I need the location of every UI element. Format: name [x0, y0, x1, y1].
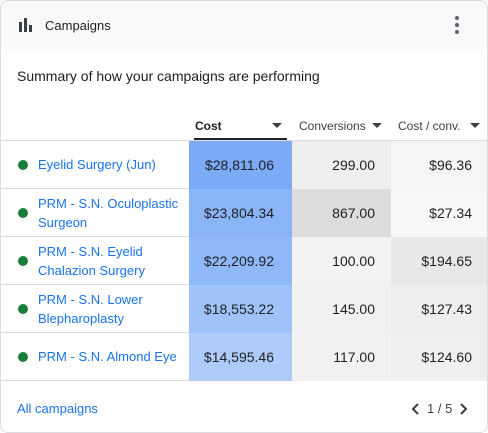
- sort-arrow-icon: [272, 123, 282, 128]
- status-enabled-icon: [18, 208, 28, 218]
- conversions-cell: 100.00: [292, 237, 391, 285]
- bar-chart-icon: [18, 17, 34, 33]
- conversions-cell: 867.00: [292, 189, 391, 237]
- cost-per-conversion-cell: $127.43: [391, 285, 487, 333]
- cost-cell: $28,811.06: [189, 141, 292, 189]
- conversions-cell: 117.00: [292, 333, 391, 381]
- table-row: PRM - S.N. Eyelid Chalazion Surgery $22,…: [1, 237, 487, 285]
- card-header: Campaigns: [1, 1, 487, 49]
- table-header-row: Cost Conversions Cost / conv.: [1, 111, 487, 141]
- table-row: PRM - S.N. Almond Eye $14,595.46 117.00 …: [1, 333, 487, 381]
- card-title: Campaigns: [45, 18, 111, 33]
- all-campaigns-link[interactable]: All campaigns: [17, 401, 98, 416]
- cost-cell: $18,553.22: [189, 285, 292, 333]
- pagination: 1 / 5: [409, 400, 470, 418]
- dropdown-arrow-icon: [372, 123, 382, 128]
- table-row: Eyelid Surgery (Jun) $28,811.06 299.00 $…: [1, 141, 487, 189]
- cost-per-conversion-cell: $194.65: [391, 237, 487, 285]
- chevron-left-icon[interactable]: [409, 400, 421, 418]
- status-enabled-icon: [18, 304, 28, 314]
- campaign-name-link[interactable]: Eyelid Surgery (Jun): [38, 157, 156, 172]
- status-enabled-icon: [18, 352, 28, 362]
- table-row: PRM - S.N. Oculoplastic Surgeon $23,804.…: [1, 189, 487, 237]
- status-enabled-icon: [18, 160, 28, 170]
- campaign-name-link[interactable]: PRM - S.N. Oculoplastic Surgeon: [38, 196, 179, 230]
- cost-cell: $23,804.34: [189, 189, 292, 237]
- cost-cell: $14,595.46: [189, 333, 292, 381]
- status-enabled-icon: [18, 256, 28, 266]
- more-vert-icon[interactable]: [445, 13, 469, 37]
- table-row: PRM - S.N. Lower Blepharoplasty $18,553.…: [1, 285, 487, 333]
- sort-indicator-underline: [194, 138, 287, 140]
- chevron-right-icon[interactable]: [458, 400, 470, 418]
- conversions-cell: 145.00: [292, 285, 391, 333]
- card-footer: All campaigns 1 / 5: [1, 381, 487, 432]
- campaign-name-link[interactable]: PRM - S.N. Eyelid Chalazion Surgery: [38, 244, 145, 278]
- cost-per-conversion-cell: $96.36: [391, 141, 487, 189]
- cost-per-conversion-cell: $124.60: [391, 333, 487, 381]
- cost-cell: $22,209.92: [189, 237, 292, 285]
- cost-per-conversion-cell: $27.34: [391, 189, 487, 237]
- conversions-cell: 299.00: [292, 141, 391, 189]
- dropdown-arrow-icon: [470, 123, 480, 128]
- column-header-cost-per-conversion[interactable]: Cost / conv.: [398, 117, 484, 135]
- summary-text: Summary of how your campaigns are perfor…: [17, 68, 320, 84]
- column-header-conversions[interactable]: Conversions: [299, 117, 387, 135]
- column-header-cost[interactable]: Cost: [195, 117, 287, 135]
- campaign-name-link[interactable]: PRM - S.N. Almond Eye: [38, 349, 177, 364]
- pagination-label: 1 / 5: [427, 401, 453, 416]
- campaign-name-link[interactable]: PRM - S.N. Lower Blepharoplasty: [38, 292, 143, 326]
